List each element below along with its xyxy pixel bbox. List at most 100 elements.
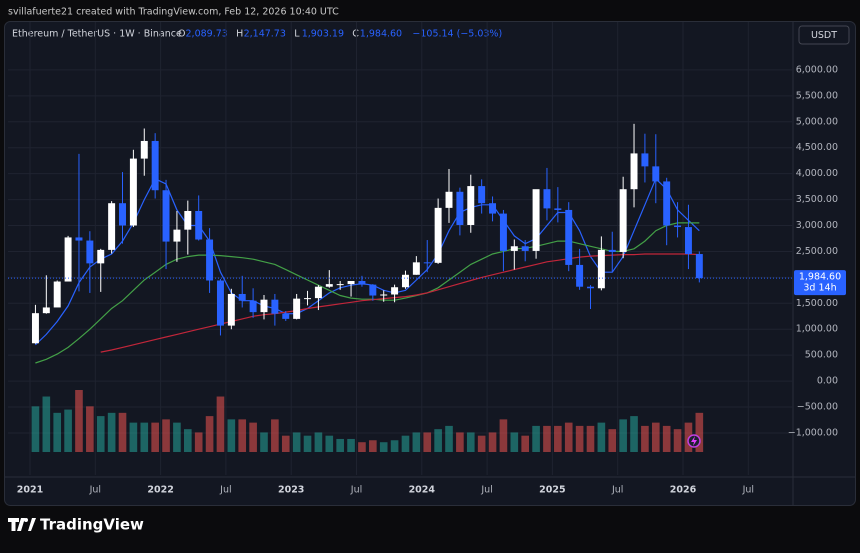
candle-body <box>467 186 475 225</box>
candle-body <box>499 213 507 251</box>
volume-bar <box>140 422 149 452</box>
candle-body <box>184 210 192 230</box>
candle-body <box>64 237 72 282</box>
volume-bar <box>64 409 72 452</box>
alert-icon <box>687 434 701 448</box>
candle-body <box>216 280 224 326</box>
candle-body <box>97 249 105 264</box>
volume-bar <box>205 416 214 452</box>
candle-body <box>249 300 257 313</box>
moving-average <box>35 222 700 364</box>
x-tick-label: 2026 <box>670 485 697 496</box>
candle-body <box>336 284 344 286</box>
volume-bar <box>358 442 366 452</box>
volume-bar <box>488 432 497 452</box>
volume-bar <box>183 429 192 452</box>
y-tick-label: −500.00 <box>797 402 838 413</box>
x-tick-label: 2021 <box>17 485 43 496</box>
candle-body <box>478 186 486 204</box>
volume-bar <box>379 442 388 452</box>
candle-body <box>445 191 453 208</box>
volume-bar <box>194 432 203 452</box>
candle-body <box>489 203 497 214</box>
volume-bar <box>521 435 530 452</box>
candle-body <box>412 262 420 275</box>
candle-body <box>532 189 540 251</box>
plot <box>8 22 793 475</box>
volume-bar <box>129 422 138 452</box>
candle-body <box>108 203 116 250</box>
y-tick-label: 3,500.00 <box>796 194 838 205</box>
candle-body <box>86 240 94 264</box>
candle-body <box>608 249 616 252</box>
ohlc-legend: O 2,089.73 H 2,147.73 L 1,903.19 C 1,984.60 −105… <box>178 29 502 40</box>
volume-bar <box>510 432 519 452</box>
y-tick-label: 5,500.00 <box>796 90 838 101</box>
candle-body <box>195 210 203 240</box>
ohlc-value: 1,903.19 <box>302 29 344 40</box>
candle-body <box>510 246 518 251</box>
candle-body <box>293 298 301 319</box>
y-tick-label: 500.00 <box>805 350 838 361</box>
volume-bar <box>412 432 421 452</box>
candle-body <box>663 181 671 226</box>
volume-bar <box>434 429 442 452</box>
x-tick-label: Jul <box>219 485 231 496</box>
volume-bar <box>260 432 268 452</box>
volume-bar <box>662 425 671 452</box>
candle-body <box>652 166 660 182</box>
volume-bar <box>271 419 279 452</box>
volume-bar <box>31 406 40 452</box>
chart-panel <box>4 21 856 506</box>
y-tick-label: 1,500.00 <box>796 298 838 309</box>
candle-body <box>576 264 584 287</box>
x-tick-label: 2022 <box>147 485 173 496</box>
candle-body <box>434 207 442 263</box>
volume-bar <box>597 422 606 452</box>
volume-bar <box>630 416 638 452</box>
x-tick-label: Jul <box>742 485 754 496</box>
volume-bar <box>673 429 682 452</box>
y-tick-label: 2,500.00 <box>796 246 838 257</box>
y-tick-label: 4,500.00 <box>796 142 838 153</box>
candle-body <box>206 239 214 281</box>
candle-body <box>423 262 431 264</box>
volume-bar <box>401 435 410 452</box>
volume-bar <box>499 419 508 452</box>
candle-body <box>260 299 268 313</box>
last-price-label: 1,984.60 <box>799 272 841 283</box>
volume-bar <box>390 440 399 452</box>
candle-body <box>391 287 399 295</box>
candle-body <box>238 293 246 301</box>
ohlc-label: O <box>178 29 185 40</box>
volume-bar <box>695 412 704 452</box>
candle-body <box>53 281 61 308</box>
moving-average <box>34 177 700 346</box>
volume-bar <box>107 412 116 452</box>
credit: svillafuerte21 created with TradingView.… <box>8 7 339 18</box>
volume-bar <box>303 435 312 452</box>
candle-body <box>42 307 50 314</box>
ohlc-label: L <box>294 29 300 40</box>
candle-body <box>75 237 83 241</box>
candle-body <box>565 209 573 265</box>
volume-bar <box>532 425 540 452</box>
candle-body <box>521 246 529 251</box>
x-tick-label: Jul <box>611 485 623 496</box>
candle-body <box>282 313 290 319</box>
symbol: Ethereum / TetherUS · 1W · Binance <box>12 29 182 40</box>
volume-bar <box>238 419 247 452</box>
logo <box>8 518 36 531</box>
candle-body <box>162 190 170 242</box>
volume-bar <box>227 419 236 452</box>
volume-bar <box>445 425 453 452</box>
brand: TradingView <box>40 516 144 534</box>
candle-body <box>641 153 649 167</box>
volume-bar <box>53 412 62 452</box>
volume-bar <box>477 435 486 452</box>
volume-bar <box>336 438 344 452</box>
candle-body <box>173 229 181 242</box>
candle-body <box>140 140 148 159</box>
volume-bar <box>151 422 159 452</box>
